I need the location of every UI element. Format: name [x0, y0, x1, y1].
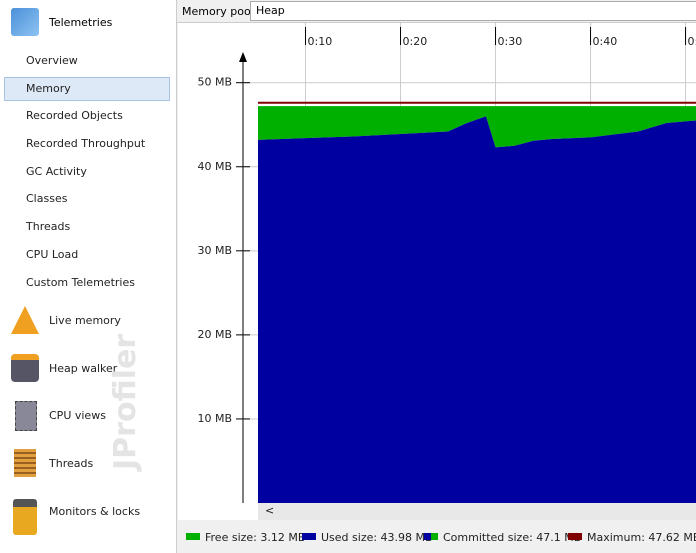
nav-item[interactable]: CPU Load — [26, 248, 79, 261]
legend-swatch — [424, 533, 431, 540]
nav-section[interactable]: Threads — [49, 457, 94, 470]
x-tick-label: 0:50 — [688, 35, 696, 48]
nav-section[interactable]: Heap walker — [49, 362, 118, 375]
legend-label: Maximum: 47.62 MB — [587, 531, 696, 544]
legend-swatch — [568, 533, 582, 540]
x-tick-label: 0:20 — [403, 35, 428, 48]
nav-section[interactable]: Live memory — [49, 314, 121, 327]
cpu-icon — [15, 401, 37, 431]
legend-swatch — [186, 533, 200, 540]
selection — [4, 77, 170, 101]
nav-item[interactable]: GC Activity — [26, 165, 87, 178]
threads-icon — [14, 449, 36, 477]
nav-section[interactable]: CPU views — [49, 409, 106, 422]
free-area — [258, 107, 696, 148]
legend-label: Free size: 3.12 MB — [205, 531, 305, 544]
legend-label: Used size: 43.98 MB — [321, 531, 433, 544]
scrollbar[interactable] — [258, 503, 696, 520]
telemetries-icon — [11, 8, 39, 36]
nav-item[interactable]: Threads — [26, 220, 71, 233]
y-tick-label: 10 MB — [197, 412, 232, 425]
scroll-left[interactable]: < — [265, 504, 274, 517]
lock-icon — [13, 499, 37, 535]
y-tick-label: 30 MB — [197, 244, 232, 257]
nav-item[interactable]: Overview — [26, 54, 78, 67]
pool-label: Memory pool: — [182, 5, 258, 18]
x-tick-label: 0:40 — [593, 35, 618, 48]
used-area — [258, 116, 696, 504]
y-tick-label: 20 MB — [197, 328, 232, 341]
legend-swatch — [431, 533, 438, 540]
nav-item[interactable]: Classes — [26, 192, 68, 205]
nav-item[interactable]: Memory — [26, 82, 71, 95]
nav-item[interactable]: Recorded Objects — [26, 109, 123, 122]
x-tick-label: 0:30 — [498, 35, 523, 48]
nav-item[interactable]: Recorded Throughput — [26, 137, 146, 150]
legend-label: Committed size: 47.1 MB — [443, 531, 581, 544]
pool-select[interactable]: Heap — [250, 1, 696, 21]
x-tick-label: 0:10 — [308, 35, 333, 48]
heap-walker-icon — [11, 354, 39, 382]
y-tick-label: 40 MB — [197, 160, 232, 173]
sidebar-header[interactable]: Telemetries — [49, 16, 113, 29]
y-tick-label: 50 MB — [197, 76, 232, 89]
y-axis-arrow — [239, 52, 247, 62]
nav-item[interactable]: Custom Telemetries — [26, 276, 135, 289]
nav-section[interactable]: Monitors & locks — [49, 505, 141, 518]
legend-swatch — [302, 533, 316, 540]
sidebar: Telemetries Overview Memory Recorded Obj… — [0, 0, 177, 553]
toolbar: Memory pool: Heap — [177, 0, 696, 23]
